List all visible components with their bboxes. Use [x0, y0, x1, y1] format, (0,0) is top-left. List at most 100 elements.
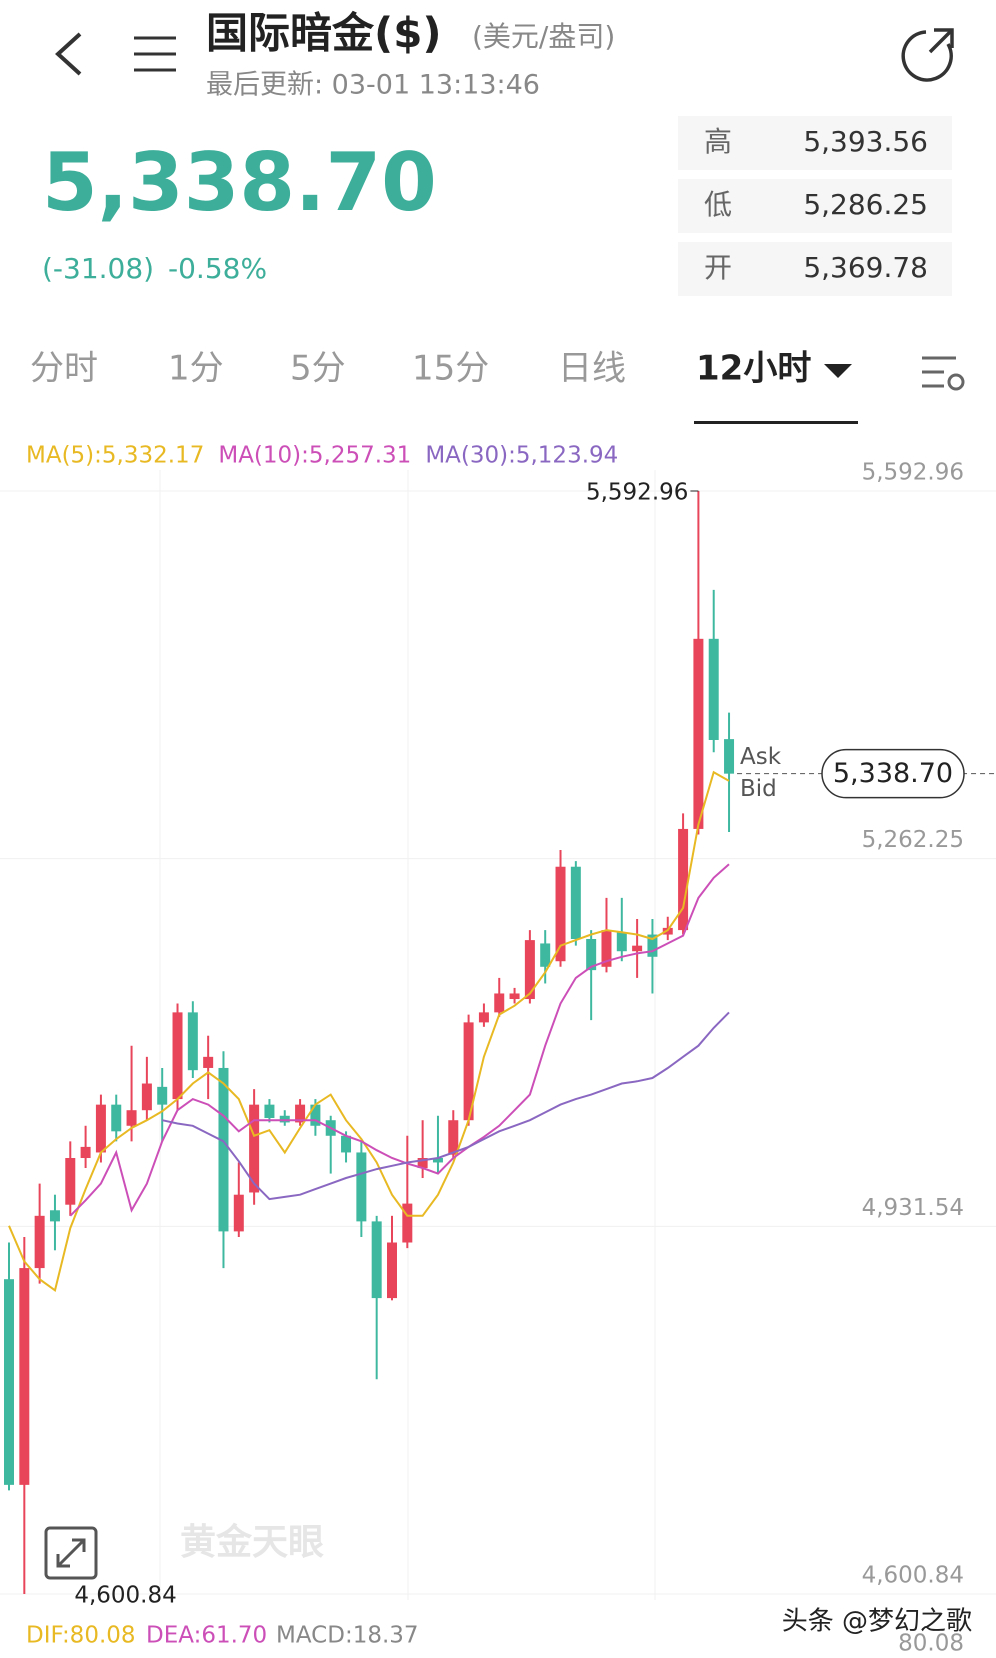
candle-body: [540, 943, 551, 967]
candle-body: [708, 638, 719, 740]
candle-body: [249, 1104, 260, 1193]
candle-body: [203, 1056, 214, 1068]
candle-body: [586, 938, 597, 971]
y-tick-label: 4,931.54: [862, 1195, 964, 1221]
y-tick-label: 5,592.96: [862, 460, 964, 486]
candle-body: [555, 866, 566, 962]
candle-body: [264, 1104, 275, 1118]
candle-body: [647, 934, 658, 957]
last-price-box: [821, 748, 965, 799]
candle-body: [387, 1242, 397, 1299]
candle-body: [693, 638, 704, 829]
tab-bar: 分时 1分 5分 15分 日线 12小时: [30, 349, 965, 424]
back-button[interactable]: [55, 32, 82, 76]
candle-body: [65, 1158, 76, 1205]
macd-value: MACD:18.37: [276, 1623, 419, 1649]
ask-label: Ask: [740, 744, 782, 770]
candle-body: [356, 1152, 367, 1222]
ma-line: [8, 770, 730, 1292]
tab[interactable]: 12小时: [696, 349, 811, 389]
max-label: 5,592.96: [586, 480, 688, 506]
chart-settings[interactable]: [922, 356, 956, 388]
candle-body: [601, 930, 612, 967]
macd-dif: DIF:80.08: [26, 1623, 136, 1649]
tab[interactable]: 1分: [168, 349, 224, 389]
candle-body: [233, 1194, 244, 1232]
candle-body: [570, 866, 581, 939]
candle-body: [509, 993, 520, 1000]
ma-line: [161, 1011, 730, 1201]
stat-value: 5,393.56: [803, 125, 928, 158]
candle-body: [218, 1067, 229, 1232]
candle-body: [616, 932, 627, 952]
y-tick-label: 5,262.25: [862, 827, 964, 853]
tab[interactable]: 分时: [30, 349, 98, 389]
stat-row: [678, 242, 952, 296]
min-label: 4,600.84: [74, 1583, 176, 1609]
candle-body: [111, 1104, 122, 1132]
price: 5,338.70: [42, 136, 437, 229]
macd-axis-label: 80.08: [898, 1631, 964, 1657]
change-pct: -0.58%: [168, 252, 267, 285]
y-tick-label: 4,600.84: [862, 1563, 964, 1589]
change: (-31.08): [42, 252, 154, 285]
plot: 5,592.96 5,262.25 4,931.54 4,600.84 MA(5):5,…: [0, 443, 996, 1609]
candle-body: [295, 1104, 306, 1123]
tab-dropdown: [824, 364, 852, 378]
candle-body: [341, 1135, 352, 1153]
tab[interactable]: 5分: [290, 349, 346, 389]
candle-body: [141, 1083, 152, 1111]
candle-body: [678, 828, 689, 931]
candle-body: [172, 1012, 183, 1100]
stat-label: 高: [704, 125, 732, 158]
candle-body: [157, 1086, 168, 1105]
updated: 最后更新: 03-01 13:13:46: [206, 70, 540, 101]
candle-body: [19, 1268, 30, 1485]
stat-value: 5,369.78: [803, 251, 928, 284]
macd-dea: DEA:61.70: [146, 1623, 267, 1649]
stat-label: 低: [704, 188, 732, 221]
stats-table: 高 5,393.56 低 5,286.25 开 5,369.78: [678, 116, 952, 296]
stat-value: 5,286.25: [803, 188, 928, 221]
legend-entry: MA(10):5,257.31: [218, 443, 411, 469]
tab[interactable]: 日线: [558, 349, 626, 389]
v-grid: [159, 470, 656, 1600]
candle-body: [49, 1210, 60, 1222]
legend-entry: MA(30):5,123.94: [425, 443, 618, 469]
ma-line: [69, 863, 730, 1217]
candle-body: [494, 993, 505, 1013]
candle-body: [279, 1115, 290, 1123]
last-price-label: 5,338.70: [833, 758, 953, 789]
chart-settings-gear: [947, 373, 965, 391]
candle-body: [80, 1146, 91, 1159]
candle-body: [34, 1215, 45, 1269]
candle-body: [632, 945, 643, 952]
stat-label: 开: [704, 251, 732, 284]
expand-button[interactable]: [44, 1526, 98, 1580]
share-button[interactable]: [901, 28, 954, 82]
tab-underline: [694, 421, 858, 424]
candle-body: [126, 1110, 137, 1126]
title: 国际暗金($): [206, 9, 442, 58]
candle-body: [310, 1104, 321, 1126]
tab[interactable]: 15分: [412, 349, 489, 389]
menu-button[interactable]: [134, 36, 176, 72]
candle-body: [463, 1022, 474, 1121]
candle-body: [478, 1012, 489, 1023]
credit: 头条 @梦幻之歌: [782, 1607, 972, 1637]
candle-body: [187, 1012, 198, 1071]
watermark: 黄金天眼: [180, 1521, 324, 1563]
candle-body: [95, 1104, 106, 1153]
candle-body: [524, 940, 535, 1000]
unit: (美元/盎司): [472, 20, 615, 53]
candle-body: [402, 1203, 413, 1243]
stat-row: [678, 179, 952, 233]
candle-body: [448, 1120, 459, 1155]
bid-label: Bid: [740, 776, 777, 802]
legend-entry: MA(5):5,332.17: [26, 443, 204, 469]
candle-body: [724, 739, 735, 774]
candle-body: [371, 1221, 382, 1299]
candle-body: [417, 1158, 428, 1169]
candle-body: [4, 1279, 14, 1485]
